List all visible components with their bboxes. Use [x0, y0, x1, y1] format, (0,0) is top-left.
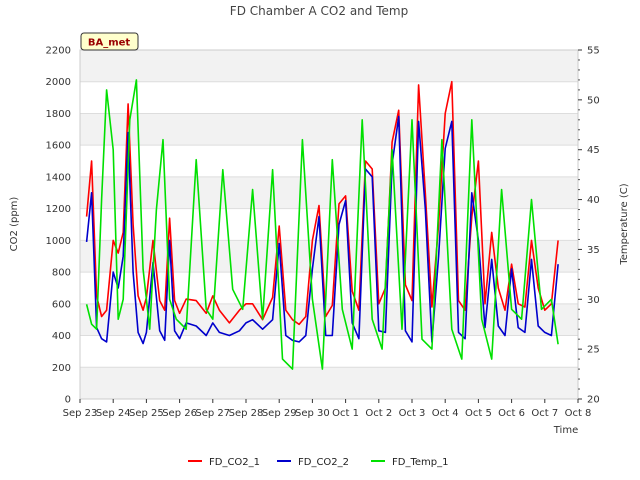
- x-axis-title: Time: [553, 425, 578, 436]
- x-tick-label: Sep 25: [129, 408, 164, 419]
- legend-label: FD_CO2_1: [209, 457, 260, 468]
- series-line-FD_Temp_1: [85, 79, 559, 370]
- chart-title: FD Chamber A CO2 and Temp: [230, 4, 408, 18]
- y-right-tick-label: 30: [587, 295, 600, 306]
- x-tick-label: Oct 8: [565, 408, 592, 419]
- grid-band: [80, 113, 578, 146]
- y-left-tick-label: 1800: [46, 109, 71, 120]
- badge-label: BA_met: [88, 38, 131, 49]
- x-tick-label: Oct 6: [498, 408, 525, 419]
- y-right-tick-label: 50: [587, 95, 600, 106]
- y-right-tick-label: 20: [587, 395, 600, 406]
- y-axis-left-title: CO2 (ppm): [9, 197, 20, 252]
- y-axis-right: 20 25 30 35 40 45 50 55: [578, 46, 600, 406]
- badge-box: [80, 32, 139, 51]
- grid-band: [80, 335, 578, 368]
- y-left-tick-label: 1000: [46, 236, 71, 247]
- y-left-tick-label: 0: [65, 395, 71, 406]
- x-tick-label: Sep 24: [96, 408, 131, 419]
- x-tick-label: Sep 30: [295, 408, 330, 419]
- y-left-tick-label: 800: [52, 268, 71, 279]
- badge: BA_met: [80, 32, 139, 51]
- x-tick-label: Sep 28: [229, 408, 264, 419]
- x-tick-label: Oct 5: [465, 408, 492, 419]
- legend: FD_CO2_1 FD_CO2_2 FD_Temp_1: [188, 457, 448, 468]
- y-right-tick-label: 40: [587, 195, 600, 206]
- y-left-tick-label: 2000: [46, 77, 71, 88]
- y-left-tick-label: 1600: [46, 141, 71, 152]
- y-right-tick-label: 55: [587, 46, 600, 57]
- x-tick-label: Sep 23: [63, 408, 98, 419]
- grid-band: [80, 50, 578, 82]
- grid-band: [80, 145, 578, 177]
- y-right-tick-label: 45: [587, 145, 600, 156]
- y-left-tick-label: 2200: [46, 46, 71, 57]
- y-right-tick-label: 35: [587, 245, 600, 256]
- x-tick-label: Oct 1: [332, 408, 359, 419]
- x-tick-label: Sep 26: [162, 408, 197, 419]
- y-left-tick-label: 400: [52, 331, 71, 342]
- y-left-tick-label: 1200: [46, 204, 71, 215]
- plot-frame: [79, 49, 579, 400]
- y-left-tick-label: 1400: [46, 172, 71, 183]
- x-tick-label: Oct 3: [399, 408, 426, 419]
- x-tick-label: Sep 29: [262, 408, 297, 419]
- grid-band: [80, 81, 578, 114]
- y-left-tick-label: 200: [52, 363, 71, 374]
- legend-label: FD_CO2_2: [298, 457, 349, 468]
- x-tick-label: Oct 2: [365, 408, 392, 419]
- x-tick-label: Oct 7: [531, 408, 558, 419]
- grid-band: [80, 367, 578, 399]
- grid-band: [80, 303, 578, 336]
- y-axis-left: 0 200 400 600 800 1000 1200 1400 1600 1800 2000 220…: [46, 46, 71, 406]
- legend-label: FD_Temp_1: [392, 457, 448, 468]
- y-left-tick-label: 600: [52, 299, 71, 310]
- x-tick-label: Oct 4: [432, 408, 459, 419]
- y-right-tick-label: 25: [587, 345, 600, 356]
- grid-band: [80, 176, 578, 209]
- y-axis-right-title: Temperature (C): [619, 183, 630, 265]
- series-layer: [85, 79, 559, 370]
- x-tick-label: Sep 27: [195, 408, 230, 419]
